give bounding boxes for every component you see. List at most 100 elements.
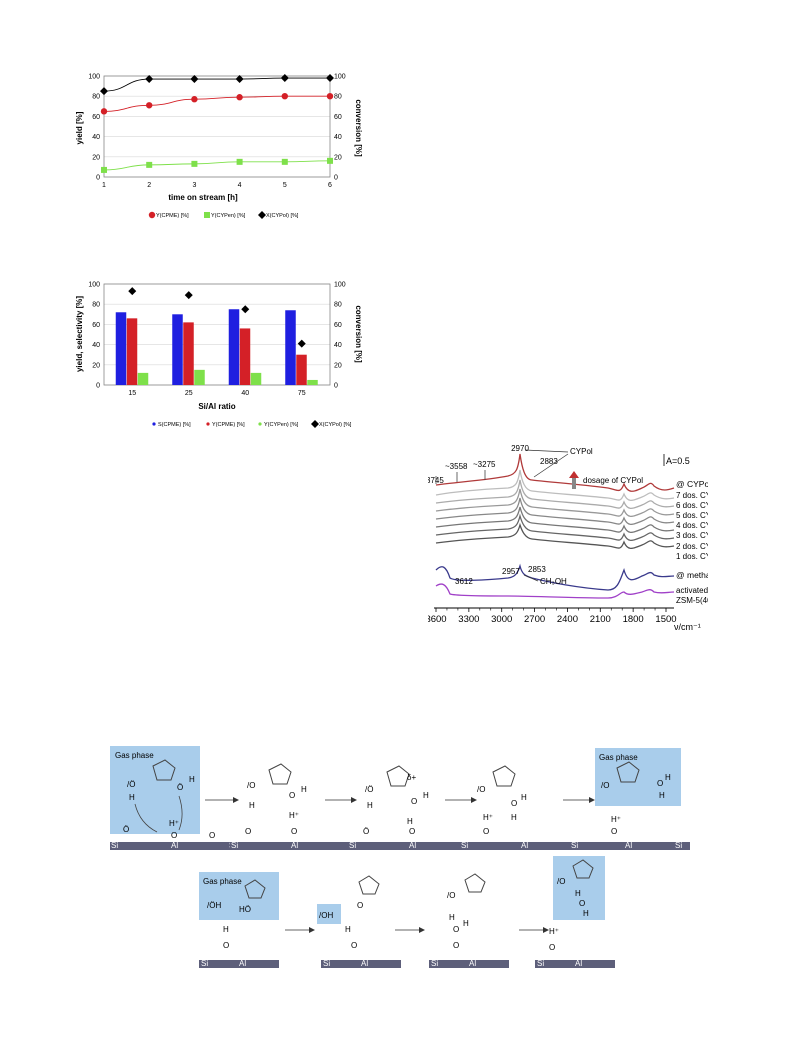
dosage-arrowhead-icon bbox=[569, 471, 579, 478]
ir-x-unit: ν/cm⁻¹ bbox=[674, 622, 701, 632]
label-activated: activated bbox=[676, 586, 708, 595]
y2-tick-label: 100 bbox=[334, 74, 346, 81]
ir-curve-methanol bbox=[435, 563, 675, 591]
dosage-arrow-icon bbox=[572, 477, 576, 489]
gas-phase-box-1 bbox=[110, 746, 200, 834]
y-tick-label: 80 bbox=[92, 94, 100, 101]
y-tick-label: 100 bbox=[88, 74, 100, 81]
cyclopentanol-ring bbox=[152, 759, 176, 781]
svg-text:H: H bbox=[407, 817, 413, 826]
svg-text:H: H bbox=[659, 791, 665, 800]
label-5dos: 5 dos. CYPol bbox=[676, 511, 708, 520]
bar bbox=[172, 314, 183, 385]
methanol-molecule: /Ö bbox=[127, 780, 135, 789]
bar bbox=[250, 372, 262, 385]
y-tick-label: 20 bbox=[92, 362, 100, 369]
conversion-point bbox=[297, 339, 306, 348]
ir-curve-1dos bbox=[435, 522, 675, 550]
sial-ratio-chart-svg: 0 0 20 20 40 40 60 60 80 80 100 100 15 25 40 75 Si/Al … bbox=[75, 282, 363, 428]
data-point bbox=[236, 158, 243, 165]
svg-text:O: O bbox=[549, 943, 555, 952]
svg-text:O: O bbox=[171, 831, 177, 840]
data-point bbox=[190, 75, 199, 84]
reaction-scheme-svg: Gas phase /Ö H Ö H Si Al Si Ö H⁺ O O /O … bbox=[110, 746, 690, 968]
peak-3745: 3745 bbox=[428, 476, 444, 485]
svg-text:Al: Al bbox=[361, 959, 368, 968]
y2-tick-label: 60 bbox=[334, 114, 342, 121]
data-point bbox=[326, 93, 334, 100]
ir-curve-cypol bbox=[435, 453, 675, 492]
legend-label: Y(CPME) [%] bbox=[156, 213, 189, 219]
label-methanol: @ methanol bbox=[676, 570, 708, 580]
conversion-point bbox=[241, 305, 250, 314]
svg-text:/ÖH: /ÖH bbox=[207, 901, 221, 910]
data-point bbox=[100, 87, 108, 96]
svg-text:Al: Al bbox=[291, 841, 298, 850]
svg-text:Ö: Ö bbox=[123, 825, 129, 834]
bar bbox=[307, 379, 318, 385]
svg-text:δ+: δ+ bbox=[407, 773, 416, 782]
y2-tick-label: 40 bbox=[334, 342, 342, 349]
svg-text:/O: /O bbox=[601, 781, 609, 790]
label-3dos: 3 dos. CYPol bbox=[676, 531, 708, 540]
x-tick-label: 2 bbox=[147, 182, 151, 189]
y-tick-label: 60 bbox=[92, 114, 100, 121]
svg-text:O: O bbox=[411, 797, 417, 806]
svg-text:Al: Al bbox=[521, 841, 528, 850]
ir-x-tick-label: 1800 bbox=[623, 614, 644, 625]
legend-marker bbox=[148, 211, 156, 219]
svg-text:Gas phase: Gas phase bbox=[203, 877, 242, 886]
y-axis-label: yield [%] bbox=[75, 111, 84, 144]
legend-marker bbox=[258, 422, 262, 426]
svg-text:H: H bbox=[665, 773, 671, 782]
svg-text:H: H bbox=[249, 801, 255, 810]
series-line-0 bbox=[103, 95, 330, 112]
x-axis-label: Si/Al ratio bbox=[198, 402, 235, 411]
svg-text:Gas phase: Gas phase bbox=[599, 753, 638, 762]
step-4: /O O H H H⁺ Si Al Si O bbox=[460, 765, 595, 850]
svg-text:O: O bbox=[579, 899, 585, 908]
y2-axis-label: conversion [%] bbox=[354, 305, 363, 363]
legend-marker bbox=[152, 422, 156, 426]
svg-text:H: H bbox=[129, 793, 135, 802]
svg-text:Si: Si bbox=[571, 841, 578, 850]
svg-text:O: O bbox=[289, 791, 295, 800]
svg-text:O: O bbox=[245, 827, 251, 836]
svg-text:H: H bbox=[423, 791, 429, 800]
svg-text:Al: Al bbox=[469, 959, 476, 968]
svg-text:H: H bbox=[583, 909, 589, 918]
data-point bbox=[281, 158, 288, 165]
svg-text:H: H bbox=[575, 889, 581, 898]
ir-curve-7dos bbox=[435, 469, 675, 502]
x-tick-label: 75 bbox=[298, 390, 306, 397]
svg-text:O: O bbox=[453, 925, 459, 934]
peak-2957: 2957 bbox=[502, 567, 520, 576]
conversion-point bbox=[184, 291, 193, 300]
svg-text:Si: Si bbox=[111, 841, 118, 850]
ir-x-tick-label: 2400 bbox=[557, 614, 578, 625]
svg-text:Si: Si bbox=[201, 959, 208, 968]
svg-text:Si: Si bbox=[231, 841, 238, 850]
ir-curve-5dos bbox=[435, 488, 675, 518]
svg-text:H: H bbox=[223, 925, 229, 934]
label-2dos: 2 dos. CYPol bbox=[676, 542, 708, 551]
svg-text:O: O bbox=[453, 941, 459, 950]
svg-text:Al: Al bbox=[239, 959, 246, 968]
svg-text:/O: /O bbox=[557, 877, 565, 886]
svg-text:O: O bbox=[409, 827, 415, 836]
data-point bbox=[191, 96, 198, 103]
svg-text:HÖ: HÖ bbox=[239, 905, 251, 914]
step-2: /O H O H H⁺ Si Al Si O O bbox=[230, 763, 365, 850]
y2-tick-label: 20 bbox=[334, 154, 342, 161]
svg-text:O: O bbox=[511, 799, 517, 808]
x-tick-label: 3 bbox=[192, 182, 196, 189]
ir-curve-4dos bbox=[435, 497, 675, 526]
svg-text:Si: Si bbox=[675, 841, 682, 850]
data-point bbox=[235, 75, 244, 84]
cypol-annotation: CYPol bbox=[570, 447, 593, 456]
step-3: /Ö H δ+ O H H Si Al Si Ö O bbox=[348, 765, 483, 850]
bar bbox=[137, 372, 149, 385]
svg-text:O: O bbox=[611, 827, 617, 836]
svg-text:H: H bbox=[521, 793, 527, 802]
data-point bbox=[146, 102, 153, 109]
